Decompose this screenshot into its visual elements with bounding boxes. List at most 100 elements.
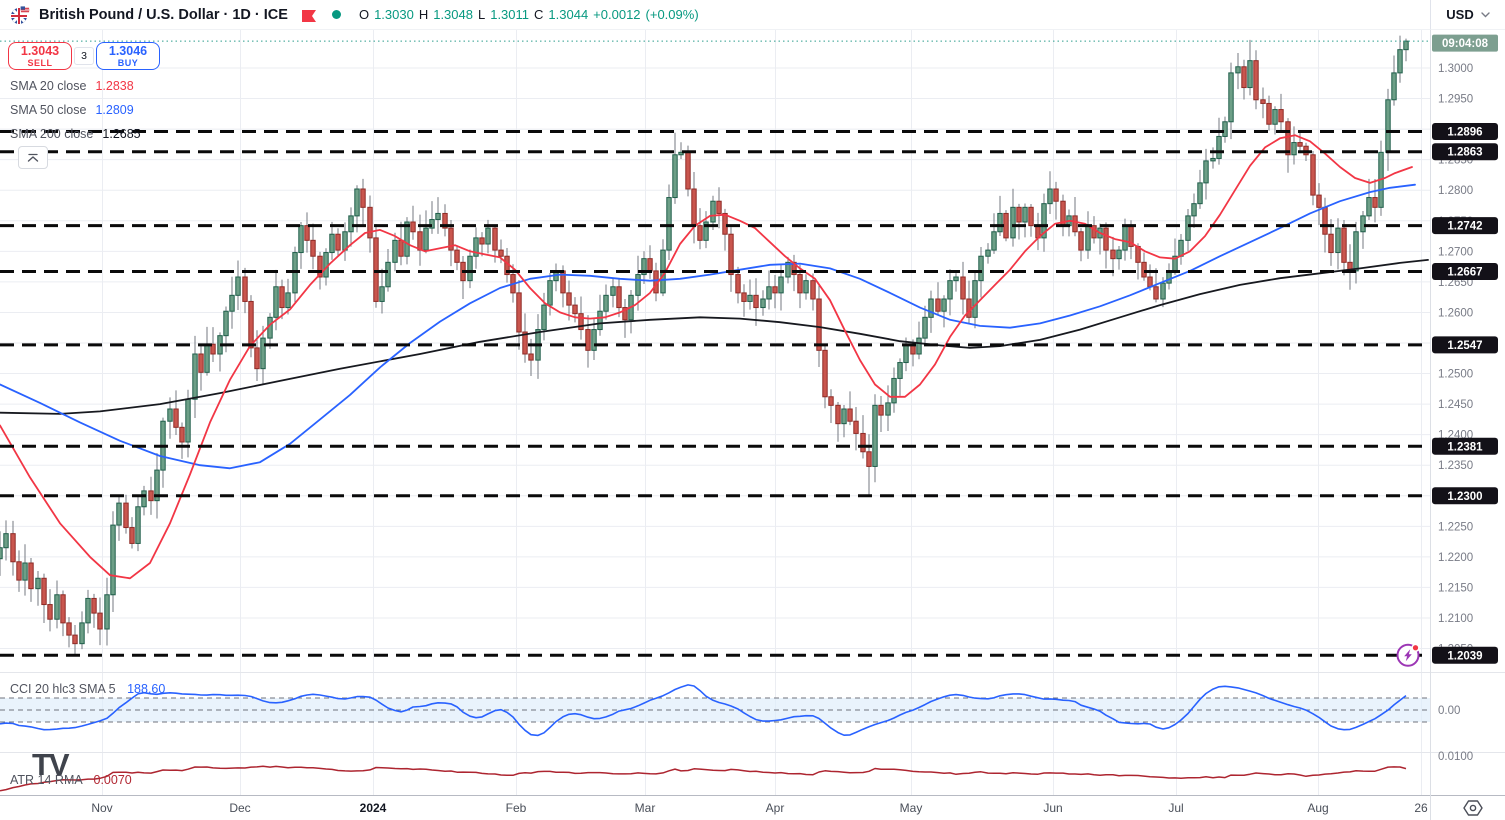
candle-up <box>1210 157 1216 162</box>
cci-line <box>0 684 1407 737</box>
buy-label: BUY <box>117 57 139 68</box>
candle-up <box>610 286 616 296</box>
candle-down <box>1328 233 1334 254</box>
candle-down <box>753 294 759 309</box>
candle-down <box>1053 188 1059 202</box>
candle-down <box>91 597 97 614</box>
price-alert-icon[interactable] <box>1396 643 1420 667</box>
candle-up <box>1291 142 1297 156</box>
candle-up <box>597 310 603 331</box>
price-level-pill <box>1432 262 1498 280</box>
sma50-label: SMA 50 close <box>10 103 87 117</box>
candle-down <box>279 286 285 309</box>
candle-up <box>154 469 160 502</box>
candle-down <box>454 249 460 263</box>
candle-up <box>435 212 441 221</box>
candle-up <box>778 276 784 294</box>
legend-row-sma200[interactable]: SMA 200 close 1.2685 <box>10 122 141 146</box>
candle-down <box>448 227 454 251</box>
candle-up <box>747 294 753 302</box>
candle-up <box>348 215 354 233</box>
candle-up <box>54 594 60 620</box>
market-status-icon[interactable] <box>331 10 341 19</box>
candle-down <box>810 280 816 300</box>
candle-down <box>1253 60 1259 101</box>
open-value: 1.3030 <box>374 7 414 22</box>
candle-down <box>522 331 528 355</box>
buy-button[interactable]: 1.3046 BUY <box>96 42 160 70</box>
time-axis-label: Feb <box>506 801 527 815</box>
price-level-pill-text: 1.2039 <box>1447 650 1482 662</box>
candle-down <box>97 612 103 630</box>
candle-up <box>1197 182 1203 205</box>
candle-down <box>1091 225 1097 239</box>
price-level-pill <box>1432 487 1498 505</box>
candle-up <box>1222 121 1228 137</box>
candle-down <box>179 426 185 443</box>
candle-up <box>285 292 291 309</box>
candle-up <box>235 276 241 296</box>
legend-row-sma20[interactable]: SMA 20 close 1.2838 <box>10 74 141 98</box>
candle-up <box>423 227 429 251</box>
price-tick-label: 1.2350 <box>1438 460 1473 472</box>
price-level-pill-text: 1.2863 <box>1447 147 1482 159</box>
change-percent: (+0.09%) <box>645 7 699 22</box>
candle-up <box>766 286 772 300</box>
gbpusd-flag-icon <box>10 4 30 25</box>
candle-up <box>710 200 716 223</box>
chevron-up-icon <box>27 153 39 162</box>
sma200-value: 1.2685 <box>102 127 141 141</box>
candle-up <box>473 237 479 257</box>
candle-up <box>547 280 553 306</box>
candle-up <box>104 594 110 630</box>
collapse-legend-button[interactable] <box>18 146 48 169</box>
sma-200-line <box>0 258 1429 415</box>
candles-layer <box>0 35 1409 657</box>
candle-down <box>791 261 797 276</box>
atr-study-label[interactable]: ATR 14 RMA 0.0070 <box>10 773 132 787</box>
flag-marker-icon[interactable] <box>301 9 316 22</box>
sell-button[interactable]: 1.3043 SELL <box>8 42 72 70</box>
currency-dropdown[interactable]: USD <box>1430 0 1505 30</box>
candle-up <box>897 362 903 379</box>
candle-up <box>35 577 41 590</box>
time-axis-label: 26 <box>1414 801 1428 815</box>
candle-down <box>1310 154 1316 196</box>
candle-up <box>1391 72 1397 101</box>
candle-down <box>816 298 822 351</box>
price-tick-label: 1.2250 <box>1438 521 1473 533</box>
candle-down <box>566 292 572 306</box>
candle-up <box>1010 206 1016 239</box>
candle-down <box>528 353 534 361</box>
candle-down <box>866 451 872 467</box>
candle-down <box>310 239 316 257</box>
time-axis-hitarea[interactable] <box>0 796 1430 820</box>
chart-pane-hitarea[interactable] <box>0 30 1430 796</box>
price-level-pill <box>1432 646 1498 664</box>
candle-up <box>635 274 641 296</box>
legend-row-sma50[interactable]: SMA 50 close 1.2809 <box>10 98 141 122</box>
candle-up <box>485 227 491 245</box>
close-value: 1.3044 <box>548 7 589 22</box>
candle-up <box>1160 282 1166 300</box>
candle-down <box>1072 215 1078 233</box>
settings-icon[interactable] <box>1463 800 1483 816</box>
candle-up <box>841 408 847 425</box>
cci-study-label[interactable]: CCI 20 hlc3 SMA 5 188.60 <box>10 682 165 696</box>
price-level-pill-text: 1.2547 <box>1447 340 1482 352</box>
candle-up <box>110 524 116 596</box>
symbol-title[interactable]: British Pound / U.S. Dollar · 1D · ICE <box>39 6 288 23</box>
price-scale-hitarea[interactable] <box>1430 30 1505 796</box>
candle-down <box>1316 194 1322 208</box>
candle-down <box>853 420 859 434</box>
open-label: O <box>358 7 370 22</box>
close-label: C <box>534 7 544 22</box>
candle-down <box>1285 121 1291 156</box>
candle-down <box>210 343 216 355</box>
candle-down <box>847 408 853 422</box>
candle-up <box>891 377 897 404</box>
candle-up <box>678 151 684 156</box>
candle-down <box>1278 109 1284 123</box>
candle-down <box>1372 197 1378 208</box>
